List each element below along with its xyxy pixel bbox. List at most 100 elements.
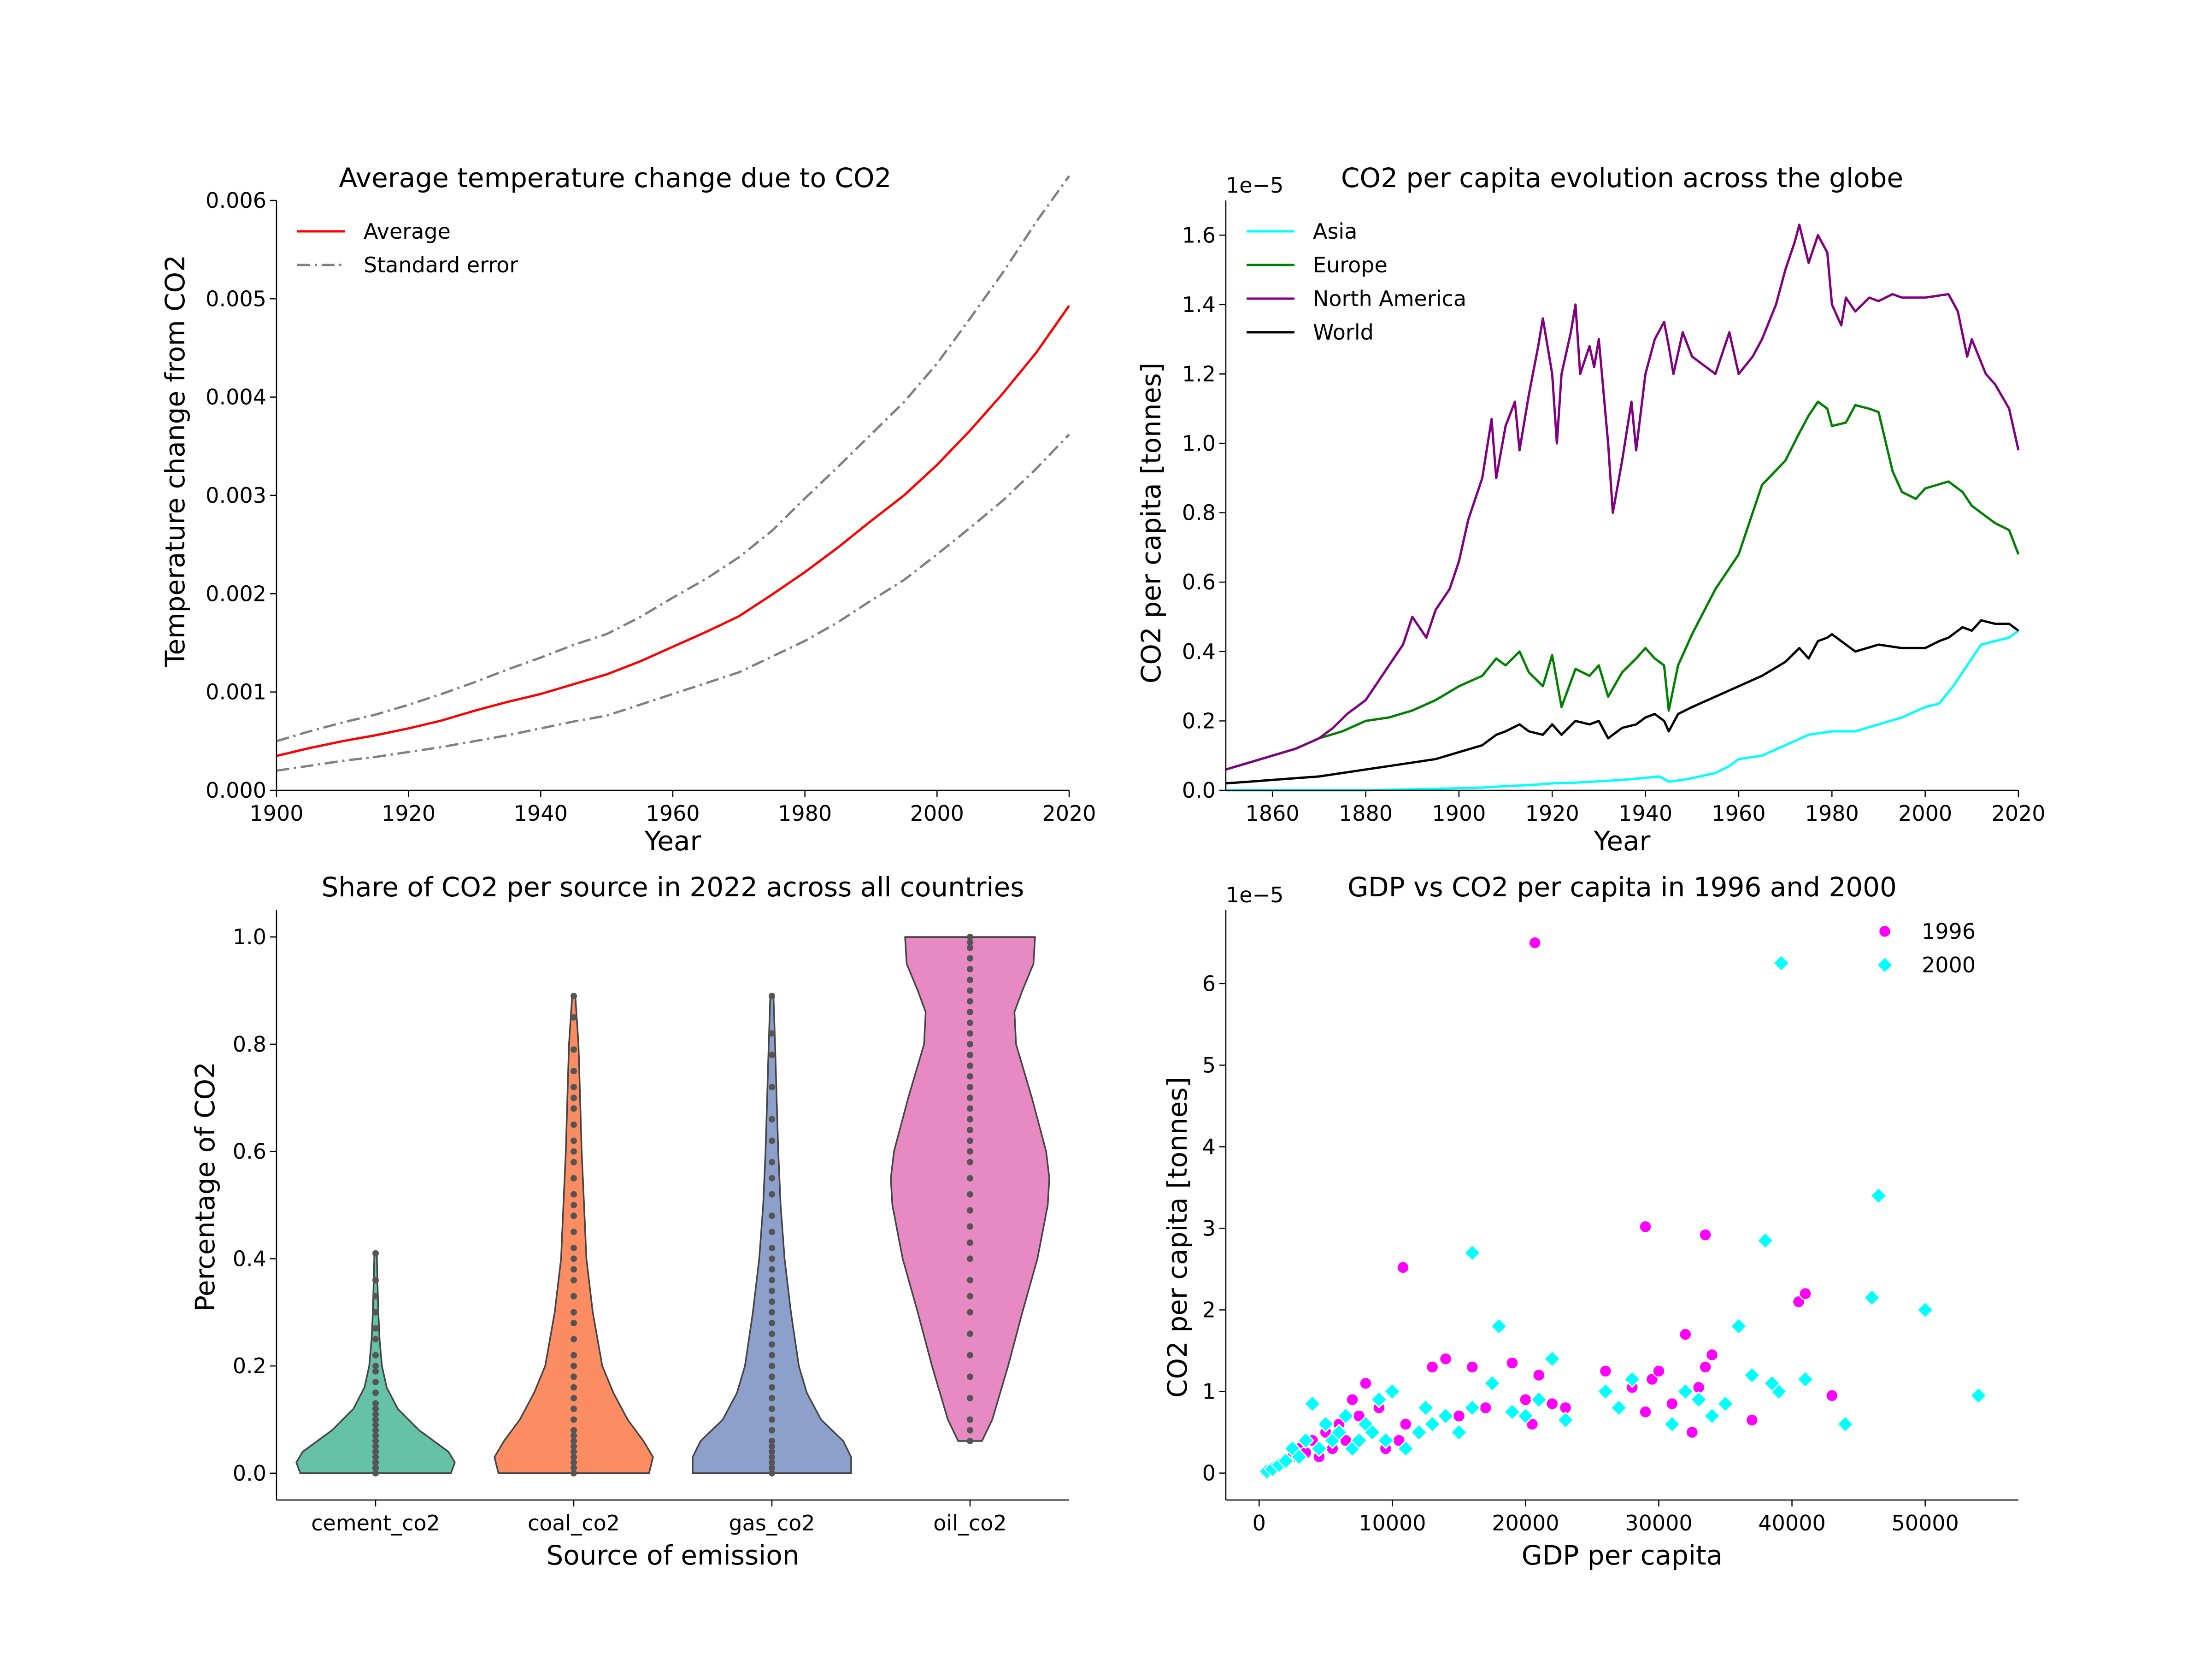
co2-region-chart-xtick-label: 2000: [1898, 801, 1952, 826]
scatter-point-2000: [1836, 1415, 1854, 1433]
violin-point-oil_co2: [967, 1330, 973, 1337]
scatter-point-1996: [1599, 1365, 1612, 1378]
scatter-point-2000: [1304, 1395, 1321, 1412]
co2-region-chart|1-ytick-label: 0.2: [1182, 708, 1216, 733]
violin-point-gas_co2: [769, 1443, 775, 1450]
source-share-chart-xtick-label: gas_co2: [729, 1511, 815, 1535]
scatter-point-2000: [1330, 1424, 1348, 1441]
gdp-co2-chart-legend-label: 2000: [1922, 953, 1976, 977]
violin-point-cement_co2: [372, 1459, 379, 1466]
source-share-chart|2-ytick-label: 0.4: [233, 1246, 266, 1271]
violin-point-gas_co2: [769, 1159, 775, 1165]
scatter-point-1996: [1639, 1220, 1652, 1234]
violin-point-coal_co2: [571, 1352, 577, 1359]
co2-region-chart|1-ytick-label: 0.4: [1182, 639, 1216, 664]
violin-point-cement_co2: [372, 1400, 379, 1407]
temperature-chart|0-ytick-label: 0.004: [206, 385, 266, 410]
violin-point-cement_co2: [372, 1465, 379, 1471]
violin-point-oil_co2: [967, 1105, 973, 1112]
scatter-point-1996: [1699, 1360, 1712, 1374]
violin-point-coal_co2: [571, 1427, 577, 1434]
violin-point-gas_co2: [769, 1465, 775, 1471]
violin-point-oil_co2: [967, 1062, 973, 1069]
violin-point-oil_co2: [967, 1277, 973, 1283]
co2-region-chart-line-asia: [1226, 629, 2019, 792]
violin-point-coal_co2: [571, 1448, 577, 1455]
co2-region-chart-legend-label: Europe: [1313, 253, 1388, 277]
scatter-point-2000: [1690, 1391, 1707, 1408]
scatter-point-1996: [1519, 1393, 1532, 1406]
scatter-point-1996: [1506, 1356, 1519, 1370]
violin-point-cement_co2: [372, 1438, 379, 1444]
source-share-chart: Share of CO2 per source in 2022 across a…: [189, 871, 1069, 1571]
violin-point-gas_co2: [769, 1373, 775, 1380]
gdp-co2-chart-xtick-label: 10000: [1359, 1511, 1426, 1535]
violin-point-coal_co2: [571, 1373, 577, 1380]
violin-point-gas_co2: [769, 1245, 775, 1252]
temperature-chart-legend-label: Average: [364, 219, 451, 244]
scatter-point-2000: [1916, 1301, 1934, 1319]
scatter-point-1996: [1425, 1360, 1439, 1374]
violin-point-cement_co2: [372, 1427, 379, 1434]
co2-region-chart-line-north-america: [1225, 224, 2020, 771]
scatter-point-2000: [1863, 1289, 1881, 1306]
temperature-chart-line-lower-standard-error: [276, 433, 1070, 772]
violin-point-oil_co2: [967, 1019, 973, 1026]
violin-point-coal_co2: [571, 1084, 577, 1090]
temperature-chart-ticks: 1900 1920 1940 1960 1980 2000 2020 0.000 0.001 0.…: [206, 188, 1096, 826]
violin-point-oil_co2: [967, 1127, 973, 1134]
gdp-co2-chart|3-ytick-label: 5: [1202, 1053, 1216, 1077]
violin-point-cement_co2: [372, 1379, 379, 1385]
co2-region-chart-legend-label: North America: [1313, 286, 1466, 311]
scatter-point-2000: [1350, 1432, 1368, 1449]
violin-point-gas_co2: [769, 1416, 775, 1423]
co2-region-chart-ticks: 1860 1880 1900 1920 1940 1960 1980 2000 2020 0.0 0…: [1182, 223, 2046, 826]
violin-point-oil_co2: [967, 1159, 973, 1165]
violin-point-cement_co2: [372, 1422, 379, 1429]
violin-point-oil_co2: [967, 977, 973, 983]
scatter-point-2000: [1364, 1424, 1381, 1441]
temperature-chart-legend: Average Standard error: [297, 219, 518, 277]
violin-point-cement_co2: [372, 1470, 379, 1477]
scatter-point-1996: [1545, 1397, 1559, 1411]
temperature-chart-title: Average temperature change due to CO2: [339, 162, 892, 194]
violin-point-oil_co2: [967, 1373, 973, 1380]
violin-point-coal_co2: [571, 1121, 577, 1128]
violin-point-gas_co2: [769, 1384, 775, 1391]
violin-point-oil_co2: [967, 1207, 973, 1214]
violin-point-gas_co2: [769, 993, 775, 1000]
scatter-point-2000: [1663, 1415, 1681, 1433]
source-share-chart-xtick-label: coal_co2: [528, 1511, 620, 1535]
source-share-chart-ticks: 0.0 0.2 0.4 0.6 0.8 1.0 cement_co2 coal_co2 gas_…: [233, 924, 1007, 1535]
co2-region-chart|1-ytick-label: 1.2: [1182, 361, 1216, 386]
scatter-point-2000: [1464, 1244, 1481, 1262]
scatter-point-1996: [1799, 1287, 1812, 1300]
violin-point-cement_co2: [372, 1325, 379, 1332]
temperature-chart|0-ytick-label: 0.003: [206, 483, 266, 508]
violin-point-gas_co2: [769, 1352, 775, 1359]
scatter-point-1996: [1699, 1228, 1712, 1241]
violin-point-coal_co2: [571, 1363, 577, 1370]
gdp-co2-chart: GDP vs CO2 per capita in 1996 and 2000 1…: [1162, 871, 2018, 1571]
scatter-point-1996: [1652, 1365, 1665, 1378]
violin-point-coal_co2: [571, 993, 577, 1000]
scatter-point-1996: [1396, 1261, 1410, 1274]
gdp-co2-chart-ylabel: CO2 per capita [tonnes]: [1162, 1077, 1193, 1398]
violin-point-oil_co2: [967, 939, 973, 946]
co2-region-chart-xtick-label: 1920: [1525, 801, 1579, 826]
scatter-point-2000: [1490, 1318, 1508, 1335]
violin-point-cement_co2: [372, 1309, 379, 1316]
scatter-point-2000: [1703, 1407, 1721, 1425]
scatter-point-1996: [1685, 1425, 1699, 1439]
violin-point-cement_co2: [372, 1416, 379, 1423]
violin-point-cement_co2: [372, 1293, 379, 1300]
scatter-point-1996: [1532, 1368, 1546, 1382]
violin-point-gas_co2: [769, 1427, 775, 1434]
co2-region-chart-legend-label: World: [1313, 320, 1374, 345]
gdp-co2-chart|3-ytick-label: 6: [1202, 971, 1216, 996]
scatter-point-2000: [1623, 1371, 1641, 1388]
gdp-co2-chart-legend-marker: [1878, 924, 1892, 938]
scatter-point-2000: [1277, 1452, 1294, 1470]
violin-point-coal_co2: [571, 1014, 577, 1021]
temperature-chart-line-average: [276, 305, 1071, 757]
